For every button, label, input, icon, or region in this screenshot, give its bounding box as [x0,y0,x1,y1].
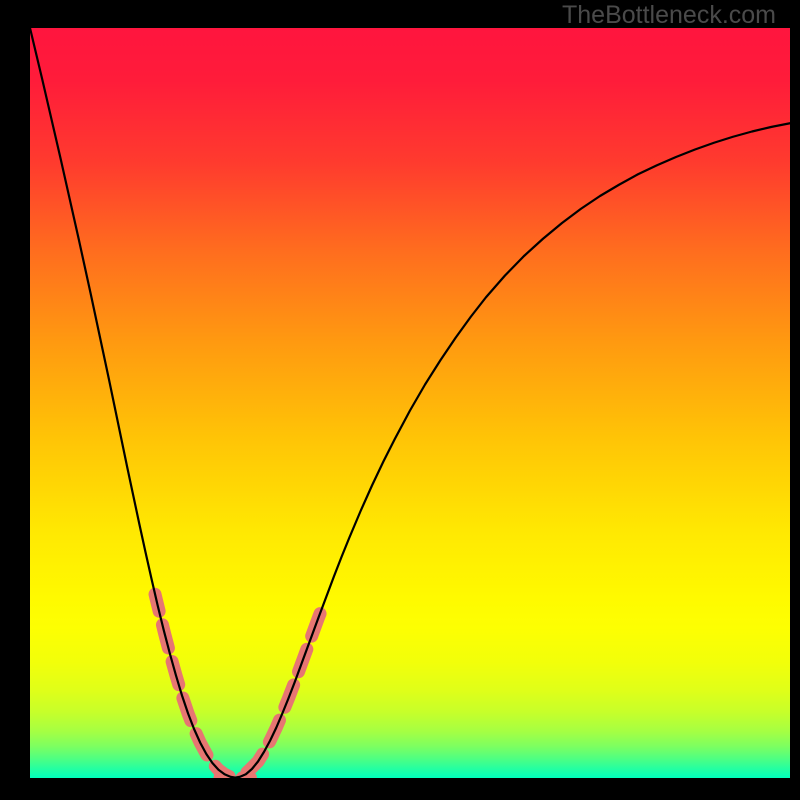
plot-area [30,28,790,778]
bottleneck-curve [30,28,790,778]
dash-segment-left [155,594,229,776]
dash-segment-right [244,609,322,775]
frame-left [0,0,30,800]
watermark: TheBottleneck.com [562,1,776,30]
frame-bottom [0,778,800,800]
frame-right [790,0,800,800]
chart-overlay [30,28,790,778]
